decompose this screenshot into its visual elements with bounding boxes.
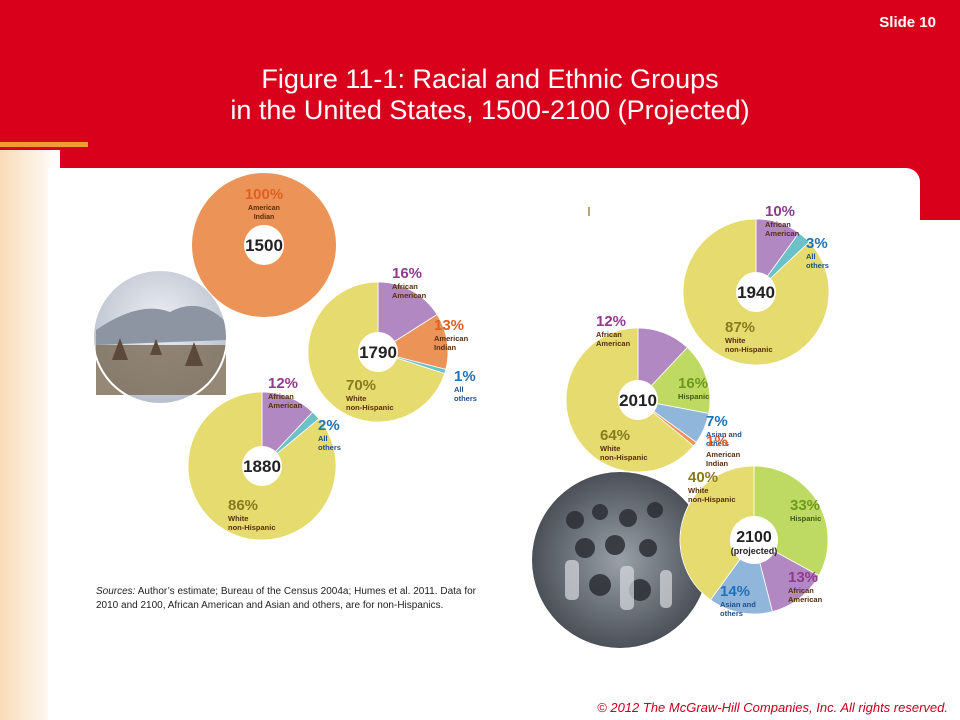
pie-1940: 1940 10%African American 3%All others 87%Whit… <box>682 203 830 366</box>
slice-name-1880-african-american: African American <box>268 392 303 410</box>
pct-label-2100-white-non-hispanic: 40% <box>688 469 718 486</box>
slice-name-2010-american-indian: American Indian <box>706 450 741 468</box>
title-line-2: in the United States, 1500-2100 (Project… <box>230 95 750 125</box>
sources-text: Author’s estimate; Bureau of the Census … <box>96 586 476 611</box>
pct-label-1940-all-others: 3% <box>806 235 828 252</box>
pie-center-2010 <box>618 380 658 420</box>
slice-name-2010-hispanic: Hispanic <box>678 392 709 401</box>
slide-number: Slide 10 <box>879 14 936 31</box>
slice-name-1940-all-others: All others <box>806 252 829 270</box>
pie-center-1880 <box>242 446 282 486</box>
pie-center-1790 <box>358 332 398 372</box>
pct-label-2100-hispanic: 33% <box>790 497 820 514</box>
slice-name-2100-hispanic: Hispanic <box>790 514 821 523</box>
slice-name-1790-african-american: African American <box>392 282 427 300</box>
pct-label-2010-african-american: 12% <box>596 313 626 330</box>
pct-label-1790-all-others: 1% <box>454 368 476 385</box>
pie-center-2100 <box>730 516 778 564</box>
pct-label-1940-african-american: 10% <box>765 203 795 220</box>
sources-note: Sources: Author’s estimate; Bureau of th… <box>96 585 476 613</box>
slice-1880-white-non-hispanic <box>187 391 337 541</box>
slice-name-1940-african-american: African American <box>765 220 800 238</box>
slice-name-1880-all-others: All others <box>318 434 341 452</box>
stray-mark <box>588 207 590 216</box>
sources-lead: Sources: <box>96 586 136 597</box>
pie-1500: 1500 100% American Indian <box>192 173 336 317</box>
slice-name-2100-african-american: African American <box>788 586 823 604</box>
pie-center-1500 <box>244 225 284 265</box>
slice-name-1880-white-non-hispanic: White non-Hispanic <box>228 514 276 532</box>
pie-subtitle-2100: (projected) <box>731 546 778 556</box>
pie-year-2010: 2010 <box>619 391 657 410</box>
pie-year-1880: 1880 <box>243 457 281 476</box>
pct-label-1880-white-non-hispanic: 86% <box>228 497 258 514</box>
slice-name-1500-american-indian: American Indian <box>248 205 280 221</box>
pie-2100: 2100(projected) 33%Hispanic 13%African Amer… <box>679 465 829 618</box>
pct-label-2100-asian-and-others: 14% <box>720 583 750 600</box>
pct-label-1880-african-american: 12% <box>268 375 298 392</box>
pie-center-1940 <box>736 272 776 312</box>
slice-name-2100-asian-and-others: Asian and others <box>720 600 756 618</box>
pie-year-2100: 2100 <box>736 529 772 546</box>
pie-year-1500: 1500 <box>245 236 283 255</box>
pct-label-2010-american-indian: 1% <box>706 433 728 450</box>
pie-year-1790: 1790 <box>359 343 397 362</box>
header-accent-line <box>0 142 88 147</box>
slice-name-1940-white-non-hispanic: White non-Hispanic <box>725 336 773 354</box>
slice-1790-african-american <box>377 281 438 353</box>
pct-label-1500-american-indian: 100% <box>245 186 283 203</box>
slice-2100-white-non-hispanic <box>679 465 755 601</box>
pct-label-1880-all-others: 2% <box>318 417 340 434</box>
slice-2100-african-american <box>753 539 820 613</box>
pie-1790: 1790 16%African American 13%American Indian 1… <box>307 265 477 423</box>
pct-label-1940-white-non-hispanic: 87% <box>725 319 755 336</box>
slice-name-1790-white-non-hispanic: White non-Hispanic <box>346 394 394 412</box>
slice-name-2010-white-non-hispanic: White non-Hispanic <box>600 444 648 462</box>
slice-name-2100-white-non-hispanic: White non-Hispanic <box>688 486 736 504</box>
title-line-1: Figure 11-1: Racial and Ethnic Groups <box>261 64 719 94</box>
slice-name-2010-african-american: African American <box>596 330 631 348</box>
slice-name-1790-american-indian: American Indian <box>434 334 469 352</box>
pct-label-2100-african-american: 13% <box>788 569 818 586</box>
pct-label-2010-white-non-hispanic: 64% <box>600 427 630 444</box>
crowd-illustration <box>532 472 708 648</box>
slice-name-2010-asian-and-others: Asian and others <box>706 430 742 448</box>
pie-1880: 1880 12%African American 2%All others 86%Whit… <box>187 375 341 541</box>
slide-title: Figure 11-1: Racial and Ethnic Groups in… <box>80 64 900 126</box>
pct-label-1790-american-indian: 13% <box>434 317 464 334</box>
pie-2010: 2010 12%African American 16%Hispanic 7%Asian… <box>565 313 742 473</box>
slice-name-1790-all-others: All others <box>454 385 477 403</box>
pct-label-2010-hispanic: 16% <box>678 375 708 392</box>
pct-label-2010-asian-and-others: 7% <box>706 413 728 430</box>
pie-year-1940: 1940 <box>737 283 775 302</box>
historic-camp-illustration <box>92 269 228 405</box>
pct-label-1790-white-non-hispanic: 70% <box>346 377 376 394</box>
copyright-footer: © 2012 The McGraw-Hill Companies, Inc. A… <box>597 700 948 715</box>
pct-label-1790-african-american: 16% <box>392 265 422 282</box>
